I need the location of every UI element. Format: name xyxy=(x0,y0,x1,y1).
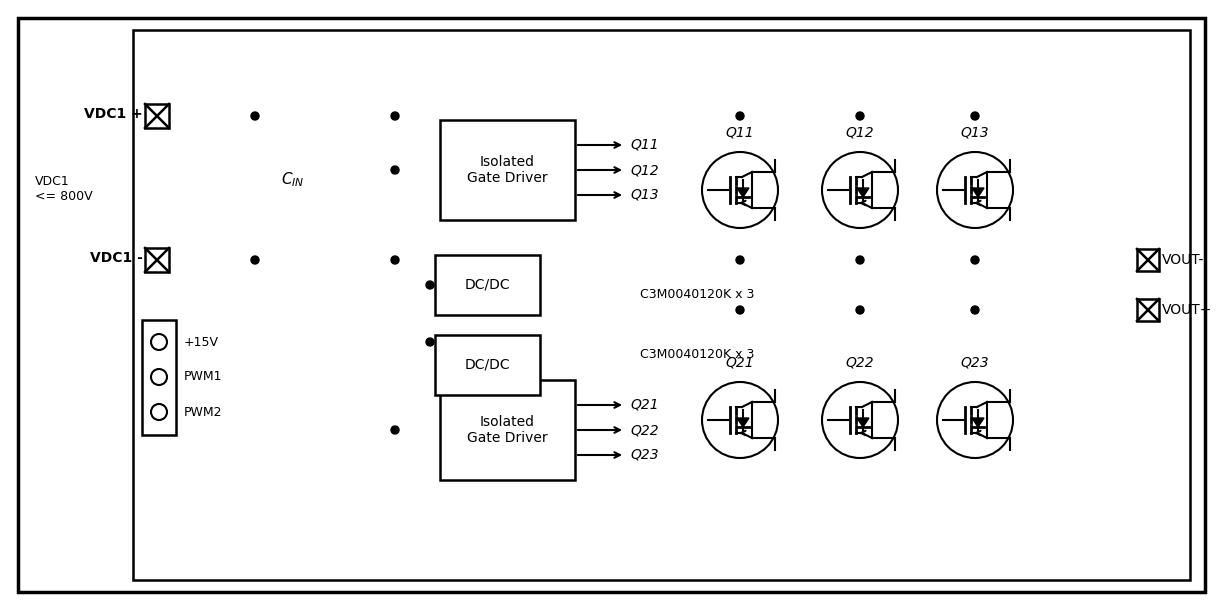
Bar xyxy=(435,335,541,395)
Text: Q22: Q22 xyxy=(845,356,874,370)
Bar xyxy=(440,120,575,220)
Text: PWM2: PWM2 xyxy=(183,406,223,418)
Polygon shape xyxy=(972,418,985,427)
Polygon shape xyxy=(857,188,870,197)
Polygon shape xyxy=(857,418,870,427)
Circle shape xyxy=(251,112,259,120)
Text: VDC1 -: VDC1 - xyxy=(91,251,143,265)
Text: C3M0040120K x 3: C3M0040120K x 3 xyxy=(640,348,755,362)
Circle shape xyxy=(937,382,1013,458)
Text: Isolated
Gate Driver: Isolated Gate Driver xyxy=(467,415,548,445)
Text: VDC1 +: VDC1 + xyxy=(84,107,143,121)
Circle shape xyxy=(150,369,168,385)
Circle shape xyxy=(736,306,744,314)
Text: Q13: Q13 xyxy=(630,188,659,202)
Circle shape xyxy=(150,334,168,350)
Circle shape xyxy=(971,112,978,120)
Text: VDC1
<= 800V: VDC1 <= 800V xyxy=(35,175,93,203)
Text: DC/DC: DC/DC xyxy=(465,358,510,372)
Circle shape xyxy=(391,166,399,174)
Circle shape xyxy=(971,256,978,264)
Bar xyxy=(1137,249,1159,271)
Circle shape xyxy=(391,426,399,434)
Text: Q12: Q12 xyxy=(630,163,659,177)
Circle shape xyxy=(822,382,898,458)
Text: C3M0040120K x 3: C3M0040120K x 3 xyxy=(640,289,755,301)
Circle shape xyxy=(937,152,1013,228)
Text: Q12: Q12 xyxy=(845,126,874,140)
Circle shape xyxy=(391,256,399,264)
Bar xyxy=(142,320,176,435)
Circle shape xyxy=(822,152,898,228)
Circle shape xyxy=(391,112,399,120)
Circle shape xyxy=(736,112,744,120)
Bar xyxy=(133,30,1190,580)
Polygon shape xyxy=(737,418,748,427)
Text: Q22: Q22 xyxy=(630,423,659,437)
Circle shape xyxy=(856,256,863,264)
Circle shape xyxy=(150,404,168,420)
Text: DC/DC: DC/DC xyxy=(465,278,510,292)
Bar xyxy=(146,248,169,272)
Circle shape xyxy=(702,382,778,458)
Circle shape xyxy=(702,152,778,228)
Circle shape xyxy=(426,338,434,346)
Text: PWM1: PWM1 xyxy=(183,370,223,384)
Bar xyxy=(440,380,575,480)
Text: Q21: Q21 xyxy=(630,398,659,412)
Text: VOUT-: VOUT- xyxy=(1162,253,1205,267)
Circle shape xyxy=(856,112,863,120)
Circle shape xyxy=(426,281,434,289)
Text: Isolated
Gate Driver: Isolated Gate Driver xyxy=(467,155,548,185)
Polygon shape xyxy=(737,188,748,197)
Text: Q11: Q11 xyxy=(630,138,659,152)
Bar xyxy=(1137,299,1159,321)
Text: Q23: Q23 xyxy=(961,356,989,370)
Circle shape xyxy=(736,256,744,264)
Text: VOUT+: VOUT+ xyxy=(1162,303,1212,317)
Text: Q23: Q23 xyxy=(630,448,659,462)
Circle shape xyxy=(251,256,259,264)
Circle shape xyxy=(856,306,863,314)
Polygon shape xyxy=(972,188,985,197)
Text: Q13: Q13 xyxy=(961,126,989,140)
Bar xyxy=(146,104,169,128)
Bar xyxy=(435,255,541,315)
Text: +15V: +15V xyxy=(183,336,219,348)
Text: Q11: Q11 xyxy=(725,126,755,140)
Text: Q21: Q21 xyxy=(725,356,755,370)
Text: $C_{IN}$: $C_{IN}$ xyxy=(281,171,305,189)
Circle shape xyxy=(971,306,978,314)
